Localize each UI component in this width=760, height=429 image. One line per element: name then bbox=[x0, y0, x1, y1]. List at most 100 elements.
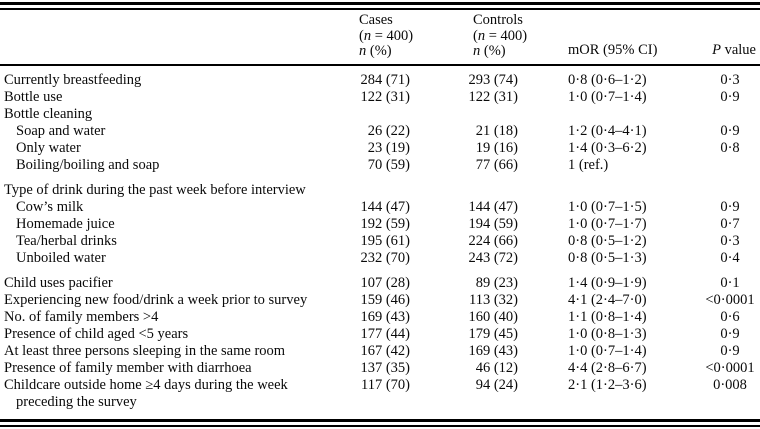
header-pvalue-column: P value bbox=[700, 10, 760, 66]
table-row: Currently breastfeeding 284 (71) 293 (74) 0… bbox=[0, 65, 760, 89]
header-mor-column: mOR (95% CI) bbox=[532, 10, 700, 66]
cell-mor: 1·0 (0·7–1·5) bbox=[568, 198, 647, 215]
cell-mor bbox=[532, 106, 700, 123]
cell-cases: 137 (35) bbox=[360, 359, 410, 376]
cell-p: 0·9 bbox=[720, 88, 740, 105]
cell-controls: 19 (16) bbox=[475, 139, 518, 156]
table-row: Only water 23 (19) 19 (16) 1·4 (0·3–6·2) 0·8 bbox=[0, 140, 760, 157]
cell-cases bbox=[352, 174, 416, 199]
row-label: Only water bbox=[16, 139, 81, 156]
row-label: Presence of family member with diarrhoea bbox=[4, 359, 252, 376]
cell-controls: 113 (32) bbox=[469, 291, 518, 308]
cell-p bbox=[700, 157, 760, 174]
cell-controls bbox=[416, 174, 532, 199]
cell-cases: 284 (71) bbox=[360, 71, 410, 88]
cell-mor: 1·0 (0·7–1·4) bbox=[568, 342, 647, 359]
header-label-column bbox=[0, 10, 352, 66]
table-row: Boiling/boiling and soap 70 (59) 77 (66) 1 … bbox=[0, 157, 760, 174]
row-label: Bottle cleaning bbox=[4, 105, 93, 122]
cell-cases: 70 (59) bbox=[367, 156, 410, 173]
cell-cases: 195 (61) bbox=[360, 232, 410, 249]
cell-controls: 46 (12) bbox=[475, 359, 518, 376]
row-label: Homemade juice bbox=[16, 215, 115, 232]
table-row: Presence of family member with diarrhoea… bbox=[0, 360, 760, 377]
cell-mor bbox=[532, 174, 700, 199]
cell-p: 0·1 bbox=[720, 274, 740, 291]
cell-p: 0·008 bbox=[713, 376, 747, 393]
cell-mor: 1·4 (0·9–1·9) bbox=[568, 274, 647, 291]
cell-controls: 160 (40) bbox=[468, 308, 518, 325]
cell-mor: 2·1 (1·2–3·6) bbox=[568, 376, 647, 393]
cell-mor: 1·0 (0·7–1·4) bbox=[568, 88, 647, 105]
row-label: Currently breastfeeding bbox=[4, 71, 142, 88]
cell-mor: 1·4 (0·3–6·2) bbox=[568, 139, 647, 156]
row-label: Unboiled water bbox=[16, 249, 106, 266]
cell-mor: 0·8 (0·5–1·3) bbox=[568, 249, 647, 266]
cell-controls: 94 (24) bbox=[475, 376, 518, 393]
cell-controls: 243 (72) bbox=[468, 249, 518, 266]
cell-cases: 122 (31) bbox=[360, 88, 410, 105]
cell-cases: 117 (70) bbox=[361, 376, 410, 393]
cell-mor: 1 (ref.) bbox=[568, 156, 609, 173]
cell-controls: 194 (59) bbox=[468, 215, 518, 232]
table-row: At least three persons sleeping in the s… bbox=[0, 343, 760, 360]
cell-cases: 107 (28) bbox=[360, 274, 410, 291]
header-cases-column: Cases (n = 400) n (%) bbox=[352, 10, 416, 66]
cell-cases: 23 (19) bbox=[367, 139, 410, 156]
table-row: Child uses pacifier 107 (28) 89 (23) 1·4 (0… bbox=[0, 267, 760, 292]
cell-controls: 21 (18) bbox=[475, 122, 518, 139]
row-label: No. of family members >4 bbox=[4, 308, 159, 325]
table-row: Presence of child aged <5 years 177 (44) 1… bbox=[0, 326, 760, 343]
row-label: Type of drink during the past week befor… bbox=[4, 181, 306, 198]
table-body: Currently breastfeeding 284 (71) 293 (74) 0… bbox=[0, 65, 760, 411]
journal-table: Cases (n = 400) n (%) Controls (n = 400)… bbox=[0, 10, 760, 411]
cases-stat-line: n (%) bbox=[359, 43, 392, 59]
cell-mor: 1·0 (0·7–1·7) bbox=[568, 215, 647, 232]
cell-controls: 293 (74) bbox=[468, 71, 518, 88]
row-label: Tea/herbal drinks bbox=[16, 232, 117, 249]
cell-controls: 169 (43) bbox=[468, 342, 518, 359]
cell-p: 0·7 bbox=[720, 215, 740, 232]
cell-p: 0·3 bbox=[720, 232, 740, 249]
row-label: Soap and water bbox=[16, 122, 106, 139]
cell-p: <0·0001 bbox=[705, 291, 755, 308]
row-label: Presence of child aged <5 years bbox=[4, 325, 189, 342]
table-header: Cases (n = 400) n (%) Controls (n = 400)… bbox=[0, 10, 760, 66]
cell-p: 0·4 bbox=[720, 249, 740, 266]
top-double-rule bbox=[0, 2, 760, 10]
cell-controls: 179 (45) bbox=[468, 325, 518, 342]
cell-p: 0·9 bbox=[720, 342, 740, 359]
cell-p: 0·9 bbox=[720, 198, 740, 215]
cell-cases: 169 (43) bbox=[360, 308, 410, 325]
cell-cases bbox=[352, 106, 416, 123]
cell-p: 0·6 bbox=[720, 308, 740, 325]
cell-mor: 0·8 (0·5–1·2) bbox=[568, 232, 647, 249]
cell-cases: 26 (22) bbox=[367, 122, 410, 139]
cell-mor: 1·0 (0·8–1·3) bbox=[568, 325, 647, 342]
cell-mor: 4·1 (2·4–7·0) bbox=[568, 291, 647, 308]
cell-p bbox=[700, 174, 760, 199]
row-label: Childcare outside home ≥4 days during th… bbox=[0, 377, 352, 411]
row-label: Boiling/boiling and soap bbox=[16, 156, 160, 173]
cell-mor: 4·4 (2·8–6·7) bbox=[568, 359, 647, 376]
cell-controls bbox=[416, 106, 532, 123]
table-row: Homemade juice 192 (59) 194 (59) 1·0 (0·7–1… bbox=[0, 216, 760, 233]
row-label: At least three persons sleeping in the s… bbox=[4, 342, 286, 359]
table-row: Experiencing new food/drink a week prior… bbox=[0, 292, 760, 309]
controls-n-line: (n = 400) bbox=[473, 27, 528, 44]
table-row: Type of drink during the past week befor… bbox=[0, 174, 760, 199]
cases-n-line: (n = 400) bbox=[359, 27, 414, 44]
cell-controls: 224 (66) bbox=[468, 232, 518, 249]
cell-mor: 0·8 (0·6–1·2) bbox=[568, 71, 647, 88]
header-controls-column: Controls (n = 400) n (%) bbox=[416, 10, 532, 66]
table-row: No. of family members >4 169 (43) 160 (40)… bbox=[0, 309, 760, 326]
cell-controls: 144 (47) bbox=[468, 198, 518, 215]
row-label: Bottle use bbox=[4, 88, 63, 105]
cell-p: 0·9 bbox=[720, 325, 740, 342]
cell-controls: 122 (31) bbox=[468, 88, 518, 105]
header-row: Cases (n = 400) n (%) Controls (n = 400)… bbox=[0, 10, 760, 66]
table-row: Cow’s milk 144 (47) 144 (47) 1·0 (0·7–1·5) 0… bbox=[0, 199, 760, 216]
cell-p: 0·8 bbox=[720, 139, 740, 156]
cell-p: 0·3 bbox=[720, 71, 740, 88]
